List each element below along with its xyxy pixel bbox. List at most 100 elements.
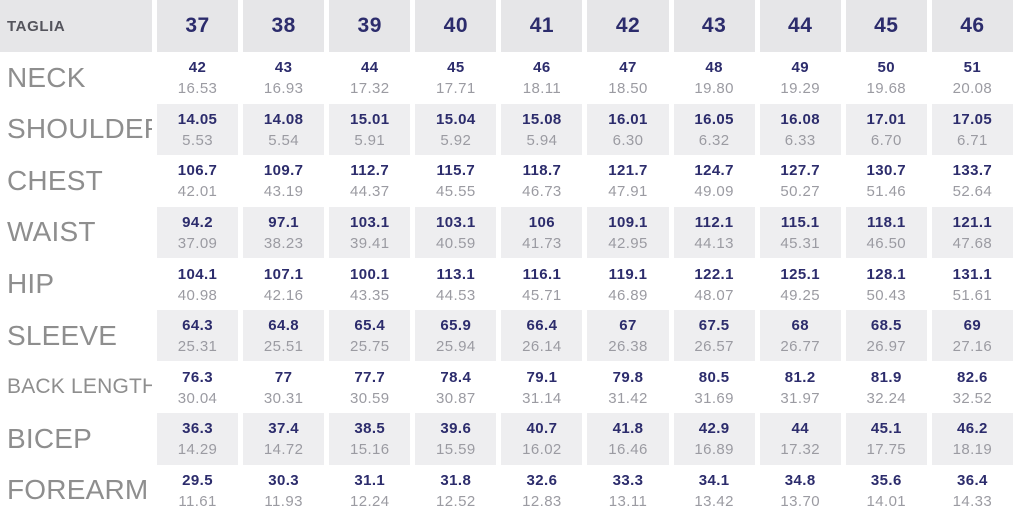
cm-value: 14.05 bbox=[177, 110, 218, 128]
inch-value: 13.42 bbox=[694, 492, 734, 510]
measurement-cell: 68.5 26.97 bbox=[840, 309, 927, 362]
inch-value: 42.01 bbox=[177, 183, 218, 201]
measurement-cell: 14.05 5.53 bbox=[152, 103, 239, 156]
measurement-cell: 35.6 14.01 bbox=[840, 464, 927, 516]
measurement-cell: 39.6 15.59 bbox=[410, 412, 497, 465]
cm-value: 49 bbox=[791, 59, 809, 77]
cm-value: 107.1 bbox=[263, 265, 304, 283]
measurement-cell: 15.04 5.92 bbox=[410, 103, 497, 156]
measurement-cell: 49 19.29 bbox=[754, 52, 841, 104]
measurement-cell: 81.2 31.97 bbox=[754, 361, 841, 413]
cm-value: 39.6 bbox=[440, 420, 472, 438]
measurement-cell: 67 26.38 bbox=[582, 309, 669, 362]
inch-value: 13.70 bbox=[780, 492, 820, 510]
inch-value: 26.57 bbox=[694, 338, 734, 356]
cm-value: 82.6 bbox=[956, 368, 988, 386]
inch-value: 14.72 bbox=[263, 441, 304, 459]
inch-value: 12.83 bbox=[522, 492, 562, 510]
measurement-cell: 30.3 11.93 bbox=[238, 464, 324, 516]
row-label: BICEP bbox=[7, 422, 93, 454]
inch-value: 11.93 bbox=[264, 492, 303, 510]
measurement-cell: 29.5 11.61 bbox=[152, 464, 238, 516]
inch-value: 31.69 bbox=[694, 389, 734, 407]
measurement-cell: 112.7 44.37 bbox=[324, 155, 410, 207]
inch-value: 51.61 bbox=[952, 286, 993, 304]
cm-value: 37.4 bbox=[268, 420, 300, 438]
row-label: WAIST bbox=[7, 216, 96, 248]
measurement-cell: 17.05 6.71 bbox=[926, 103, 1013, 156]
measurement-cell: 65.9 25.94 bbox=[410, 309, 497, 362]
size-column-header: 39 bbox=[324, 0, 411, 52]
size-column-header: 41 bbox=[496, 0, 583, 52]
inch-value: 5.53 bbox=[182, 131, 213, 149]
inch-value: 26.38 bbox=[608, 338, 648, 356]
cm-value: 103.1 bbox=[436, 213, 476, 231]
measurement-cell: 15.08 5.94 bbox=[496, 103, 583, 156]
cm-value: 121.7 bbox=[608, 162, 648, 180]
measurement-cell: 130.7 51.46 bbox=[840, 155, 927, 207]
inch-value: 25.51 bbox=[263, 338, 304, 356]
measurement-cell: 121.7 47.91 bbox=[582, 155, 668, 207]
measurement-cell: 94.2 37.09 bbox=[152, 206, 239, 259]
inch-value: 17.32 bbox=[349, 80, 390, 98]
cm-value: 35.6 bbox=[870, 471, 902, 489]
cm-value: 44 bbox=[791, 420, 809, 438]
inch-value: 15.59 bbox=[436, 441, 476, 459]
table-row: SHOULDER 14.05 5.53 14.08 5.54 15.01 5.91 15.04… bbox=[0, 103, 1013, 156]
inch-value: 31.42 bbox=[608, 389, 648, 407]
cm-value: 41.8 bbox=[612, 420, 644, 438]
inch-value: 15.16 bbox=[349, 441, 390, 459]
cm-value: 36.3 bbox=[182, 420, 213, 438]
inch-value: 16.53 bbox=[177, 80, 218, 98]
inch-value: 38.23 bbox=[263, 234, 304, 252]
measurement-cell: 76.3 30.04 bbox=[152, 361, 238, 413]
measurement-cell: 37.4 14.72 bbox=[238, 412, 325, 465]
inch-value: 45.71 bbox=[522, 286, 562, 304]
measurement-cell: 34.1 13.42 bbox=[668, 464, 755, 516]
cm-value: 118.7 bbox=[522, 162, 562, 180]
table-row: BACK LENGTH 76.3 30.04 77 30.31 77.7 30.59 78.4… bbox=[0, 361, 1013, 413]
cm-value: 124.7 bbox=[694, 162, 734, 180]
measurement-cell: 31.1 12.24 bbox=[324, 464, 410, 516]
measurement-cell: 68 26.77 bbox=[754, 309, 841, 362]
cm-value: 17.01 bbox=[866, 110, 907, 128]
measurement-cell: 133.7 52.64 bbox=[926, 155, 1013, 207]
measurement-cell: 34.8 13.70 bbox=[754, 464, 841, 516]
inch-value: 37.09 bbox=[177, 234, 218, 252]
inch-value: 6.30 bbox=[612, 131, 644, 149]
cm-value: 94.2 bbox=[182, 213, 213, 231]
cm-value: 115.7 bbox=[436, 162, 476, 180]
measurement-cell: 46.2 18.19 bbox=[926, 412, 1013, 465]
inch-value: 42.16 bbox=[263, 286, 304, 304]
measurement-cell: 42.9 16.89 bbox=[668, 412, 755, 465]
size-column-header: 40 bbox=[410, 0, 497, 52]
measurement-cell: 103.1 40.59 bbox=[410, 206, 497, 259]
inch-value: 42.95 bbox=[608, 234, 648, 252]
inch-value: 30.04 bbox=[177, 389, 218, 407]
measurement-cell: 78.4 30.87 bbox=[410, 361, 496, 413]
size-column-header: 37 bbox=[152, 0, 239, 52]
cm-value: 106.7 bbox=[177, 162, 218, 180]
cm-value: 67.5 bbox=[698, 317, 730, 335]
cm-value: 51 bbox=[963, 59, 982, 77]
measurement-cell: 119.1 46.89 bbox=[582, 258, 668, 310]
size-column-header: 44 bbox=[754, 0, 841, 52]
inch-value: 44.37 bbox=[349, 183, 390, 201]
cm-value: 97.1 bbox=[268, 213, 300, 231]
table-row: BICEP 36.3 14.29 37.4 14.72 38.5 15.16 39.6 15.5… bbox=[0, 412, 1013, 465]
cm-value: 115.1 bbox=[780, 213, 820, 231]
inch-value: 16.93 bbox=[263, 80, 304, 98]
inch-value: 51.46 bbox=[866, 183, 907, 201]
inch-value: 25.75 bbox=[349, 338, 390, 356]
inch-value: 16.02 bbox=[522, 441, 562, 459]
size-column-header: 45 bbox=[840, 0, 927, 52]
inch-value: 12.52 bbox=[436, 492, 476, 510]
measurement-cell: 106.7 42.01 bbox=[152, 155, 238, 207]
measurement-cell: 44 17.32 bbox=[754, 412, 841, 465]
measurement-cell: 31.8 12.52 bbox=[410, 464, 496, 516]
inch-value: 17.75 bbox=[866, 441, 907, 459]
measurement-cell: 128.1 50.43 bbox=[840, 258, 927, 310]
measurement-cell: 65.4 25.75 bbox=[324, 309, 411, 362]
measurement-cell: 124.7 49.09 bbox=[668, 155, 755, 207]
